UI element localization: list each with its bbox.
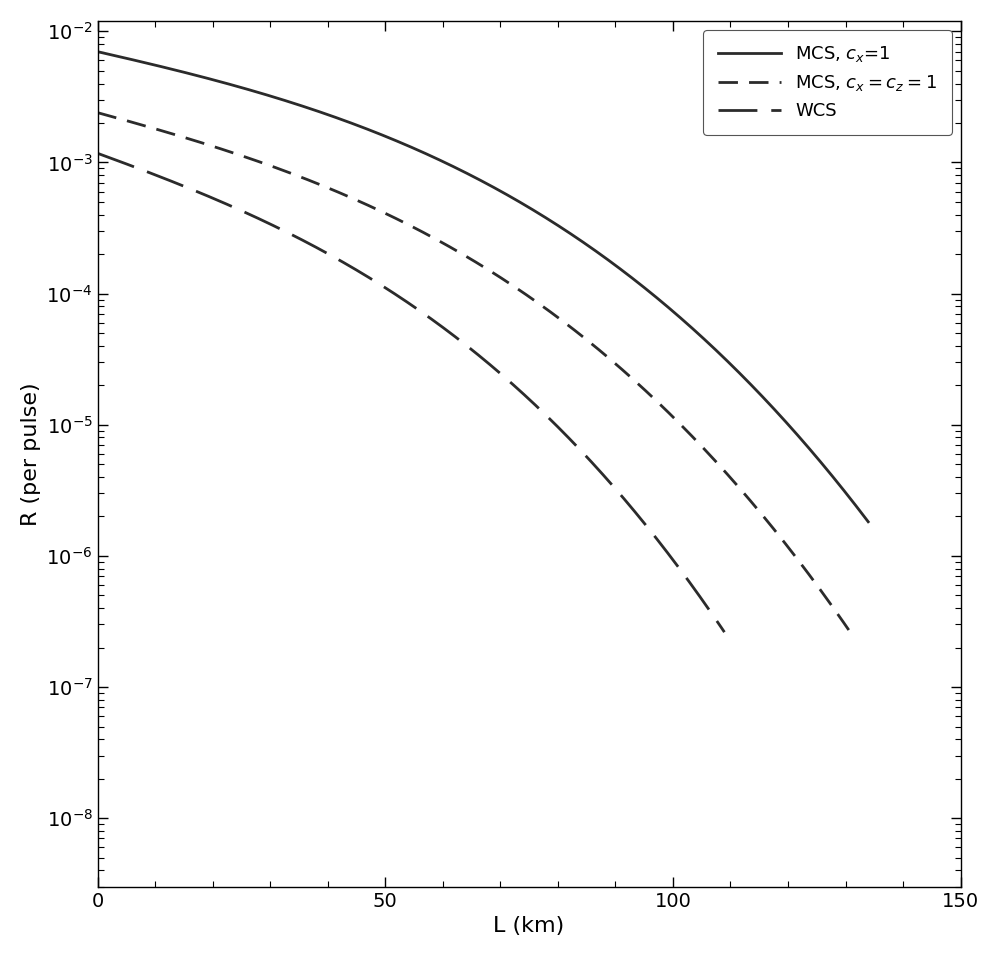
WCS [511, 383, 523, 394]
Line: MCS, $c_x$=1: MCS, $c_x$=1 [98, 52, 868, 522]
MCS, $c_x = c_z = 1$ [136, 120, 148, 131]
MCS, $c_x = c_z = 1$ [488, 268, 500, 279]
Line: WCS: WCS [98, 153, 724, 633]
WCS [92, 147, 104, 159]
MCS, $c_x$=1 [92, 46, 104, 57]
Y-axis label: R (per pulse): R (per pulse) [21, 382, 41, 525]
MCS, $c_x$=1 [771, 407, 783, 418]
WCS [136, 164, 148, 175]
MCS, $c_x$=1 [136, 56, 148, 68]
Line: MCS, $c_x = c_z = 1$: MCS, $c_x = c_z = 1$ [98, 113, 851, 634]
MCS, $c_x$=1 [488, 182, 500, 193]
MCS, $c_x$=1 [511, 195, 523, 207]
WCS [488, 363, 500, 374]
MCS, $c_x = c_z = 1$ [771, 527, 783, 539]
MCS, $c_x = c_z = 1$ [92, 107, 104, 119]
Legend: MCS, $c_x$=1, MCS, $c_x = c_z = 1$, WCS: MCS, $c_x$=1, MCS, $c_x = c_z = 1$, WCS [703, 30, 952, 135]
MCS, $c_x = c_z = 1$ [511, 283, 523, 295]
X-axis label: L (km): L (km) [493, 916, 565, 936]
